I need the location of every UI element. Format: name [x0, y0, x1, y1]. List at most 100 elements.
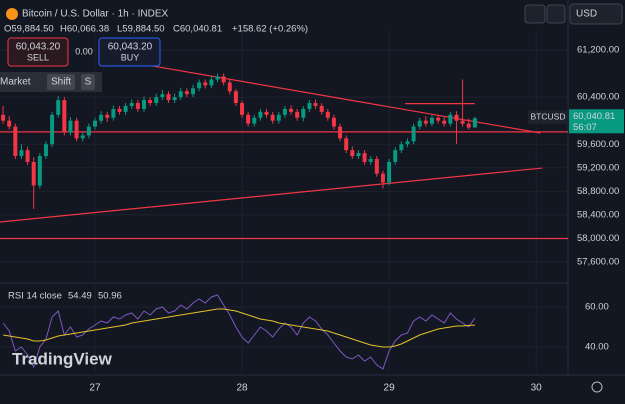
download-button[interactable] — [524, 4, 546, 24]
candle-body — [191, 88, 196, 95]
price-tag-label: 60,040.81 — [573, 111, 615, 122]
candle-body — [252, 117, 257, 124]
candle-body — [344, 138, 349, 151]
candle-body — [374, 158, 379, 174]
candle-body — [56, 100, 61, 115]
candle-body — [178, 91, 183, 98]
candle-body — [68, 120, 73, 133]
candle-body — [233, 91, 238, 104]
rsi-title: RSI 14 close — [8, 291, 62, 302]
candle-body — [227, 82, 232, 92]
y-tick-label: 40.00 — [585, 342, 609, 353]
sell-label: SELL — [27, 52, 49, 62]
ohlc-high: H60,066.38 — [60, 24, 109, 35]
countdown: 56:07 — [573, 122, 597, 133]
currency-button[interactable] — [569, 3, 623, 25]
spread: 0.00 — [75, 46, 93, 56]
candle-body — [105, 114, 110, 118]
ohlc-open: O59,884.50 — [4, 24, 54, 35]
candle-body — [246, 114, 251, 124]
candle-body — [197, 82, 202, 89]
trend-line — [129, 61, 541, 134]
y-tick-label: 58,000.00 — [577, 233, 619, 244]
y-tick-label: 58,400.00 — [577, 209, 619, 220]
candle-body — [356, 153, 361, 157]
candle-body — [203, 82, 208, 86]
symbol-label: BTCUSD — [531, 112, 566, 122]
y-tick-label: 57,600.00 — [577, 257, 619, 268]
y-tick-label: 61,200.00 — [577, 45, 619, 56]
settings-icon[interactable] — [591, 381, 603, 393]
candle-body — [429, 117, 434, 124]
candle-body — [1, 114, 6, 121]
currency: USD — [576, 9, 597, 20]
candle-body — [141, 100, 146, 109]
candle-body — [282, 108, 287, 115]
x-tick-label: 29 — [384, 383, 396, 394]
coin-icon — [6, 8, 18, 20]
sell-price: 60,043.20 — [16, 42, 61, 53]
ohlc-low: L59,884.50 — [117, 24, 165, 35]
candle-body — [154, 97, 159, 104]
candle-body — [92, 120, 97, 127]
candle-body — [25, 150, 30, 162]
candle-body — [338, 126, 343, 139]
candle-body — [380, 173, 385, 183]
candle-body — [172, 97, 177, 101]
candle-body — [111, 108, 116, 118]
key-label: S — [85, 77, 92, 88]
x-tick-label: 28 — [236, 383, 248, 394]
candle-body — [117, 108, 122, 112]
candle-body — [43, 144, 48, 157]
candle-body — [86, 126, 91, 136]
candle-body — [411, 126, 416, 142]
candle-body — [62, 100, 67, 133]
rsi-line — [3, 308, 475, 348]
candle-body — [454, 114, 459, 121]
candle-body — [423, 120, 428, 124]
candle-body — [270, 114, 275, 121]
candle-body — [135, 103, 140, 109]
candle-body — [472, 118, 477, 128]
candle-body — [80, 135, 85, 139]
candle-body — [99, 114, 104, 121]
candle-body — [276, 114, 281, 121]
key-label: Shift — [51, 77, 71, 88]
candle-body — [405, 141, 410, 145]
candle-body — [387, 161, 392, 183]
candle-body — [350, 150, 355, 157]
key-box — [47, 74, 75, 90]
candle-body — [215, 76, 220, 80]
candle-body — [209, 79, 214, 86]
y-tick-label: 59,600.00 — [577, 139, 619, 150]
candle-body — [74, 120, 79, 139]
candle-body — [19, 150, 24, 157]
candle-body — [325, 111, 330, 118]
candle-body — [466, 123, 471, 128]
candle-body — [258, 111, 263, 118]
candle-body — [50, 114, 55, 145]
buy-button[interactable] — [98, 37, 161, 67]
candle-body — [13, 126, 18, 157]
trend-line — [0, 167, 543, 223]
candle-body — [289, 108, 294, 112]
buy-price: 60,043.20 — [108, 42, 153, 53]
candle-body — [37, 156, 42, 186]
x-tick-label: 30 — [531, 383, 543, 394]
candle-body — [240, 103, 245, 115]
key-box — [81, 74, 95, 90]
candle-body — [221, 76, 226, 83]
candle-body — [460, 120, 465, 124]
y-tick-label: 59,200.00 — [577, 162, 619, 173]
menu-button[interactable] — [546, 4, 566, 24]
candle-body — [148, 100, 153, 104]
hint-text: Market — [0, 77, 31, 88]
candle-body — [436, 117, 441, 121]
candle-body — [123, 105, 128, 112]
sell-button[interactable] — [7, 37, 69, 67]
plot — [0, 61, 568, 370]
candle-body — [7, 120, 12, 127]
